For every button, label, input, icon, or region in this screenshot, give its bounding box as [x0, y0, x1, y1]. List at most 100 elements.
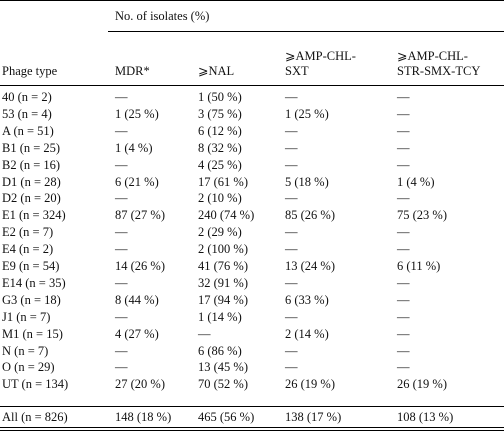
table-cell-type: J1 (n = 7) [2, 309, 51, 324]
table-cell-mdr: — [115, 343, 128, 358]
table-cell-type: 53 (n = 4) [2, 106, 52, 121]
table-cell-mdr: — [115, 242, 128, 257]
group-header: No. of isolates (%) [115, 9, 210, 23]
table-cell-sxt: — [285, 140, 298, 155]
table-cell-mdr: 4 (27 %) [115, 326, 159, 341]
table-cell-tcy: — [397, 225, 410, 240]
table-cell-type: E2 (n = 7) [2, 225, 54, 240]
table-cell-mdr: 87 (27 %) [115, 208, 165, 223]
table-cell-mdr: 1 (4 %) [115, 140, 153, 155]
group-header-rule [108, 31, 504, 32]
col-header-mdr: MDR* [115, 64, 150, 78]
table-cell-tcy: — [397, 292, 410, 307]
table-cell-tcy: — [397, 309, 410, 324]
table-cell-tcy: — [397, 360, 410, 375]
table-cell-type: A (n = 51) [2, 123, 54, 138]
table-cell-type: O (n = 29) [2, 360, 55, 375]
table-cell-sxt: — [285, 157, 298, 172]
table-cell-sxt: 13 (24 %) [285, 259, 335, 273]
table-cell-sxt: 2 (14 %) [285, 326, 329, 341]
table-cell-mdr: — [115, 360, 128, 375]
table-cell-sxt: — [285, 309, 298, 324]
table-cell-sxt: — [285, 225, 298, 240]
header-bottom-rule [0, 85, 504, 86]
table-cell-type: 40 (n = 2) [2, 90, 52, 104]
table-cell-tcy: — [397, 242, 410, 257]
table-cell-sxt: — [285, 191, 298, 206]
table-cell-nal: 6 (86 %) [198, 343, 242, 358]
table-cell-tcy: — [397, 275, 410, 290]
table-cell-tcy: — [397, 343, 410, 358]
table-cell-nal: — [198, 326, 211, 341]
table-cell-nal: 2 (10 %) [198, 191, 242, 206]
table-cell-mdr: — [115, 123, 128, 138]
table-cell-tcy: — [397, 326, 410, 341]
table-cell-type: N (n = 7) [2, 343, 49, 358]
table-cell-type: E4 (n = 2) [2, 242, 54, 257]
table-cell-tcy: 1 (4 %) [397, 174, 435, 189]
table-cell-mdr: — [115, 191, 128, 206]
table-cell-nal: 2 (29 %) [198, 225, 242, 240]
table-cell-tcy: 108 (13 %) [397, 410, 454, 424]
table-cell-nal: 240 (74 %) [198, 208, 255, 223]
table-cell-sxt: — [285, 90, 298, 104]
table-cell-mdr: 148 (18 %) [115, 410, 172, 424]
table-cell-sxt: 85 (26 %) [285, 208, 335, 223]
table-cell-sxt: 5 (18 %) [285, 174, 329, 189]
table-cell-type: E1 (n = 324) [2, 208, 66, 223]
table-cell-mdr: — [115, 157, 128, 172]
table-cell-nal: 1 (14 %) [198, 309, 242, 324]
col-header-amp-chl-sxt-text: ⩾AMP-CHL- SXT [285, 49, 356, 78]
table-cell-mdr: — [115, 225, 128, 240]
table-cell-tcy: — [397, 140, 410, 155]
table-cell-type: D1 (n = 28) [2, 174, 61, 189]
table-cell-sxt: — [285, 242, 298, 257]
table-cell-nal: 17 (61 %) [198, 174, 248, 189]
bottom-rule-1 [0, 427, 504, 428]
col-header-phage-type: Phage type [2, 64, 58, 78]
table-cell-tcy: 6 (11 %) [397, 259, 441, 273]
total-rule [0, 406, 504, 407]
table-cell-tcy: — [397, 106, 410, 121]
col-header-amp-chl-sxt: ⩾AMP-CHL- SXT [285, 49, 356, 79]
col-header-nal: ⩾NAL [198, 64, 235, 78]
table-cell-type: G3 (n = 18) [2, 292, 61, 307]
table-cell-nal: 1 (50 %) [198, 90, 242, 104]
table-cell-type: UT (n = 134) [2, 377, 69, 392]
table-cell-nal: 3 (75 %) [198, 106, 242, 121]
table-cell-tcy: 75 (23 %) [397, 208, 447, 223]
table-cell-mdr: 14 (26 %) [115, 259, 165, 273]
table-cell-mdr: — [115, 90, 128, 104]
table-cell-nal: 13 (45 %) [198, 360, 248, 375]
table-cell-mdr: — [115, 275, 128, 290]
table-cell-sxt: — [285, 123, 298, 138]
table-cell-mdr: 27 (20 %) [115, 377, 165, 392]
table-cell-mdr: 6 (21 %) [115, 174, 159, 189]
table-cell-nal: 6 (12 %) [198, 123, 242, 138]
table-cell-nal: 32 (91 %) [198, 275, 248, 290]
col-header-amp-chl-str-smx-tcy: ⩾AMP-CHL- STR-SMX-TCY [397, 49, 480, 79]
table-cell-nal: 465 (56 %) [198, 410, 255, 424]
table-cell-type: B2 (n = 16) [2, 157, 61, 172]
table-cell-tcy: — [397, 191, 410, 206]
table-cell-sxt: — [285, 275, 298, 290]
col-header-amp-chl-str-smx-tcy-text: ⩾AMP-CHL- STR-SMX-TCY [397, 49, 481, 78]
table-cell-sxt: 26 (19 %) [285, 377, 335, 392]
table-cell-type: B1 (n = 25) [2, 140, 61, 155]
table-cell-sxt: 6 (33 %) [285, 292, 329, 307]
table-cell-nal: 70 (52 %) [198, 377, 248, 392]
table-cell-sxt: — [285, 343, 298, 358]
table-cell-nal: 8 (32 %) [198, 140, 242, 155]
table-cell-tcy: 26 (19 %) [397, 377, 447, 392]
table-cell-mdr: 8 (44 %) [115, 292, 159, 307]
table-cell-tcy: — [397, 157, 410, 172]
table-cell-type: M1 (n = 15) [2, 326, 63, 341]
table-cell-sxt: 138 (17 %) [285, 410, 342, 424]
table-cell-nal: 2 (100 %) [198, 242, 248, 257]
table-cell-sxt: 1 (25 %) [285, 106, 329, 121]
top-rule [0, 0, 504, 1]
table-cell-nal: 4 (25 %) [198, 157, 242, 172]
table-cell-mdr: 1 (25 %) [115, 106, 159, 121]
table-cell-sxt: — [285, 360, 298, 375]
